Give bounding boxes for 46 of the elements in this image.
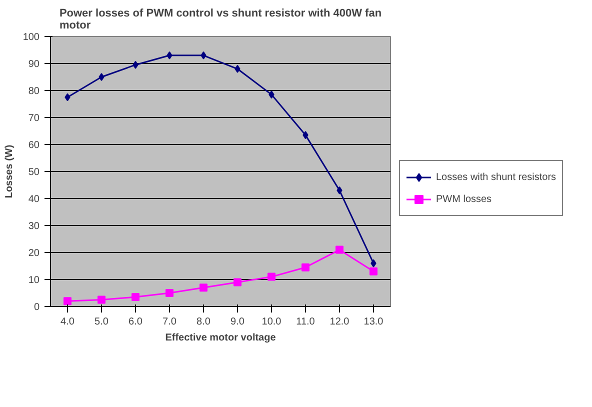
x-axis-title: Effective motor voltage	[165, 332, 276, 344]
point	[132, 60, 138, 69]
x-tick-label: 6.0	[128, 316, 143, 328]
x-tick-label: 5.0	[94, 316, 109, 328]
point	[132, 293, 140, 302]
y-tick-label: 10	[28, 275, 40, 286]
chart-title: Power losses of PWM control vs shunt resistor with 400W fan motor	[59, 8, 382, 32]
point	[166, 51, 172, 60]
x-tick-label: 12.0	[330, 316, 350, 328]
point	[336, 186, 342, 194]
y-tick-label: 0	[34, 302, 40, 313]
point	[200, 284, 208, 292]
y-tick-label: 60	[28, 140, 40, 151]
point	[200, 51, 206, 60]
x-tick-label: 13.0	[364, 316, 384, 328]
legend-label: PWM losses	[436, 194, 492, 204]
point	[98, 73, 104, 81]
point	[336, 246, 344, 254]
point	[166, 289, 174, 297]
point	[234, 64, 240, 73]
y-tick-label: 100	[22, 32, 40, 43]
x-tick-label: 11.0	[296, 316, 316, 328]
point	[64, 93, 70, 102]
point	[370, 267, 378, 276]
point	[268, 90, 274, 99]
point	[302, 263, 310, 272]
y-tick-label: 80	[28, 86, 40, 97]
point	[302, 131, 308, 140]
y-tick-label: 70	[28, 113, 40, 124]
y-axis-title: Losses (W)	[4, 144, 15, 198]
y-tick-label: 50	[28, 167, 40, 178]
x-tick-label: 9.0	[230, 316, 245, 328]
y-tick-label: 20	[28, 248, 40, 259]
legend-label: Losses with shunt resistors	[436, 172, 556, 182]
x-tick-label: 8.0	[196, 316, 211, 328]
y-tick-label: 90	[28, 59, 40, 70]
point	[370, 259, 376, 268]
point	[64, 297, 72, 306]
y-tick-label: 30	[28, 221, 40, 232]
point	[234, 278, 242, 286]
x-tick-label: 7.0	[162, 316, 177, 328]
point	[268, 272, 276, 281]
y-tick-label: 40	[28, 194, 40, 205]
point	[98, 296, 106, 304]
x-tick-label: 10.0	[262, 316, 282, 328]
x-tick-label: 4.0	[60, 316, 75, 328]
